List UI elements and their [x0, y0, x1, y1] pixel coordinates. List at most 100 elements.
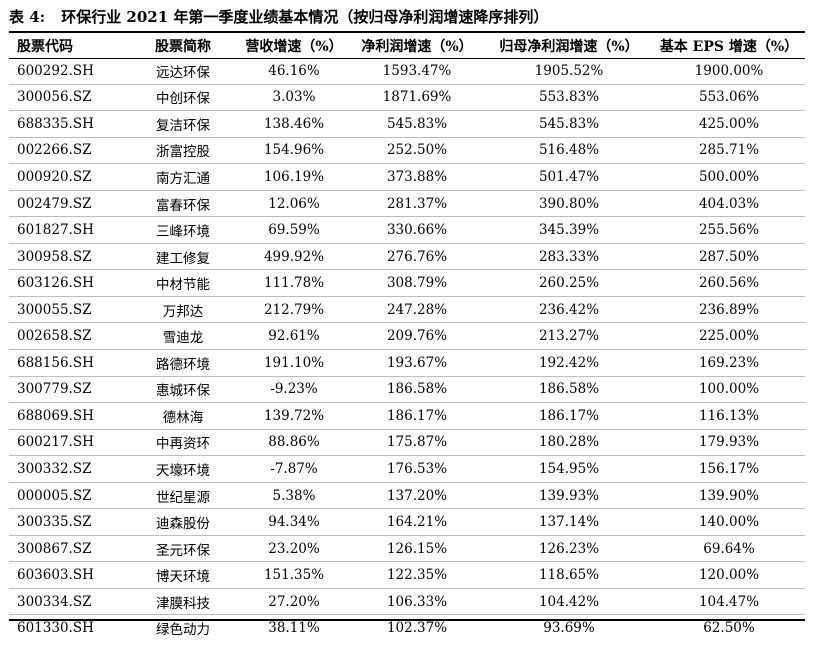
cell-net-profit-growth: 175.87% — [349, 429, 485, 457]
cell-eps-growth: 179.93% — [653, 429, 805, 457]
table-row: 688069.SH 德林海 139.72% 186.17% 186.17% 116.13% — [9, 402, 805, 430]
table-row: 002266.SZ 浙富控股 154.96% 252.50% 516.48% 285.71… — [9, 137, 805, 165]
cell-stock-code: 300867.SZ — [9, 535, 127, 563]
cell-stock-name: 浙富控股 — [127, 137, 239, 165]
cell-stock-code: 002266.SZ — [9, 137, 127, 165]
cell-stock-code: 300334.SZ — [9, 588, 127, 616]
cell-net-profit-growth: 164.21% — [349, 508, 485, 536]
cell-net-profit-growth: 102.37% — [386, 620, 448, 637]
table-row: 603603.SH 博天环境 151.35% 122.35% 118.65% 120.00… — [9, 561, 805, 589]
cell-revenue-growth: 27.20% — [239, 588, 349, 616]
cell-parent-net-profit-growth: 93.69% — [543, 620, 595, 637]
performance-table: 股票代码 股票简称 营收增速（%） 净利润增速（%） 归母净利润增速（%） 基本… — [9, 33, 805, 641]
cell-parent-net-profit-growth: 553.83% — [485, 84, 653, 112]
cell-revenue-growth: 92.61% — [239, 322, 349, 351]
cell-parent-net-profit-growth: 283.33% — [485, 243, 653, 271]
cell-parent-net-profit-growth: 118.65% — [485, 561, 653, 589]
cell-revenue-growth: 138.46% — [239, 110, 349, 138]
cell-eps-growth: 169.23% — [653, 349, 805, 377]
cell-revenue-growth: 94.34% — [239, 508, 349, 536]
cell-stock-name: 津膜科技 — [127, 588, 239, 616]
cell-stock-code: 300056.SZ — [9, 84, 127, 112]
cell-stock-code: 000005.SZ — [9, 482, 127, 510]
cell-parent-net-profit-growth: 236.42% — [485, 296, 653, 324]
table-caption: 表 4: 环保行业 2021 年第一季度业绩基本情况（按归母净利润增速降序排列） — [9, 5, 548, 29]
cell-parent-net-profit-growth: 501.47% — [485, 163, 653, 191]
table-row: 000920.SZ 南方汇通 106.19% 373.88% 501.47% 500.00… — [9, 163, 805, 191]
cell-net-profit-growth: 126.15% — [349, 535, 485, 563]
cell-net-profit-growth: 1871.69% — [349, 84, 485, 112]
cell-net-profit-growth: 281.37% — [349, 190, 485, 218]
table-header-row: 股票代码 股票简称 营收增速（%） 净利润增速（%） 归母净利润增速（%） 基本… — [9, 33, 805, 58]
cell-revenue-growth: 46.16% — [239, 58, 349, 85]
cell-eps-growth: 62.50% — [703, 620, 755, 637]
cell-net-profit-growth: 186.58% — [349, 376, 485, 404]
cell-eps-growth: 156.17% — [653, 455, 805, 483]
cell-eps-growth: 1900.00% — [653, 58, 805, 85]
table-top-rule — [9, 31, 805, 33]
cell-net-profit-growth: 252.50% — [349, 137, 485, 165]
cell-stock-code: 300055.SZ — [9, 296, 127, 324]
table-row: 002658.SZ 雪迪龙 92.61% 209.76% 213.27% 225.00% — [9, 322, 805, 351]
table-caption-label: 表 4: — [9, 8, 46, 26]
table-body: 600292.SH 远达环保 46.16% 1593.47% 1905.52% 1900.… — [9, 58, 805, 641]
header-net-profit-growth: 净利润增速（%） — [361, 38, 473, 55]
cell-stock-name: 中材节能 — [127, 269, 239, 297]
cell-revenue-growth: -7.87% — [239, 455, 349, 483]
cell-eps-growth: 139.90% — [653, 482, 805, 510]
cell-revenue-growth: 151.35% — [239, 561, 349, 589]
cell-net-profit-growth: 1593.47% — [349, 58, 485, 85]
cell-eps-growth: 116.13% — [653, 402, 805, 430]
table-row: 300332.SZ 天壕环境 -7.87% 176.53% 154.95% 156.17% — [9, 455, 805, 483]
cell-parent-net-profit-growth: 186.17% — [485, 402, 653, 430]
cell-stock-name: 惠城环保 — [127, 376, 239, 404]
cell-stock-name: 路德环境 — [127, 349, 239, 377]
cell-eps-growth: 225.00% — [653, 322, 805, 351]
cell-revenue-growth: -9.23% — [239, 376, 349, 404]
table-caption-title: 环保行业 2021 年第一季度业绩基本情况（按归母净利润增速降序排列） — [61, 8, 549, 26]
cell-net-profit-growth: 247.28% — [349, 296, 485, 324]
cell-revenue-growth: 106.19% — [239, 163, 349, 191]
cell-net-profit-growth: 308.79% — [349, 269, 485, 297]
header-stock-name: 股票简称 — [155, 38, 211, 55]
cell-net-profit-growth: 122.35% — [349, 561, 485, 589]
cell-revenue-growth: 12.06% — [239, 190, 349, 218]
cell-parent-net-profit-growth: 192.42% — [485, 349, 653, 377]
cell-net-profit-growth: 545.83% — [349, 110, 485, 138]
cell-stock-code: 600292.SH — [9, 58, 127, 85]
cell-eps-growth: 104.47% — [653, 588, 805, 616]
cell-parent-net-profit-growth: 516.48% — [485, 137, 653, 165]
cell-stock-code: 002658.SZ — [9, 322, 127, 351]
table-row: 300055.SZ 万邦达 212.79% 247.28% 236.42% 236.89% — [9, 296, 805, 324]
table-row: 300958.SZ 建工修复 499.92% 276.76% 283.33% 287.50… — [9, 243, 805, 271]
table-row: 300867.SZ 圣元环保 23.20% 126.15% 126.23% 69.64% — [9, 535, 805, 563]
cell-stock-name: 南方汇通 — [127, 163, 239, 191]
table-row: 000005.SZ 世纪星源 5.38% 137.20% 139.93% 139.90% — [9, 482, 805, 510]
cell-eps-growth: 404.03% — [653, 190, 805, 218]
table-row: 002479.SZ 富春环保 12.06% 281.37% 390.80% 404.03% — [9, 190, 805, 218]
cell-parent-net-profit-growth: 1905.52% — [485, 58, 653, 85]
cell-stock-code: 300332.SZ — [9, 455, 127, 483]
cell-eps-growth: 236.89% — [653, 296, 805, 324]
cell-eps-growth: 120.00% — [653, 561, 805, 589]
cell-parent-net-profit-growth: 390.80% — [485, 190, 653, 218]
cell-eps-growth: 255.56% — [653, 216, 805, 244]
cell-eps-growth: 287.50% — [653, 243, 805, 271]
table-row: 600292.SH 远达环保 46.16% 1593.47% 1905.52% 1900.… — [9, 58, 805, 85]
header-revenue-growth: 营收增速（%） — [245, 38, 343, 55]
cell-stock-code: 688335.SH — [9, 110, 127, 138]
cell-parent-net-profit-growth: 104.42% — [485, 588, 653, 616]
cell-stock-name: 绿色动力 — [156, 622, 210, 639]
cell-net-profit-growth: 176.53% — [349, 455, 485, 483]
cell-stock-code: 300335.SZ — [9, 508, 127, 536]
cell-stock-code: 600217.SH — [9, 429, 127, 457]
cell-eps-growth: 140.00% — [653, 508, 805, 536]
cell-stock-name: 中创环保 — [127, 84, 239, 112]
cell-stock-name: 德林海 — [127, 402, 239, 430]
cell-parent-net-profit-growth: 260.25% — [485, 269, 653, 297]
cell-revenue-growth: 139.72% — [239, 402, 349, 430]
cell-stock-name: 富春环保 — [127, 190, 239, 218]
table-row: 601827.SH 三峰环境 69.59% 330.66% 345.39% 255.56% — [9, 216, 805, 244]
table-row: 601330.SH 绿色动力 38.11% 102.37% 93.69% 62.50% — [9, 615, 805, 641]
cell-eps-growth: 69.64% — [653, 535, 805, 563]
